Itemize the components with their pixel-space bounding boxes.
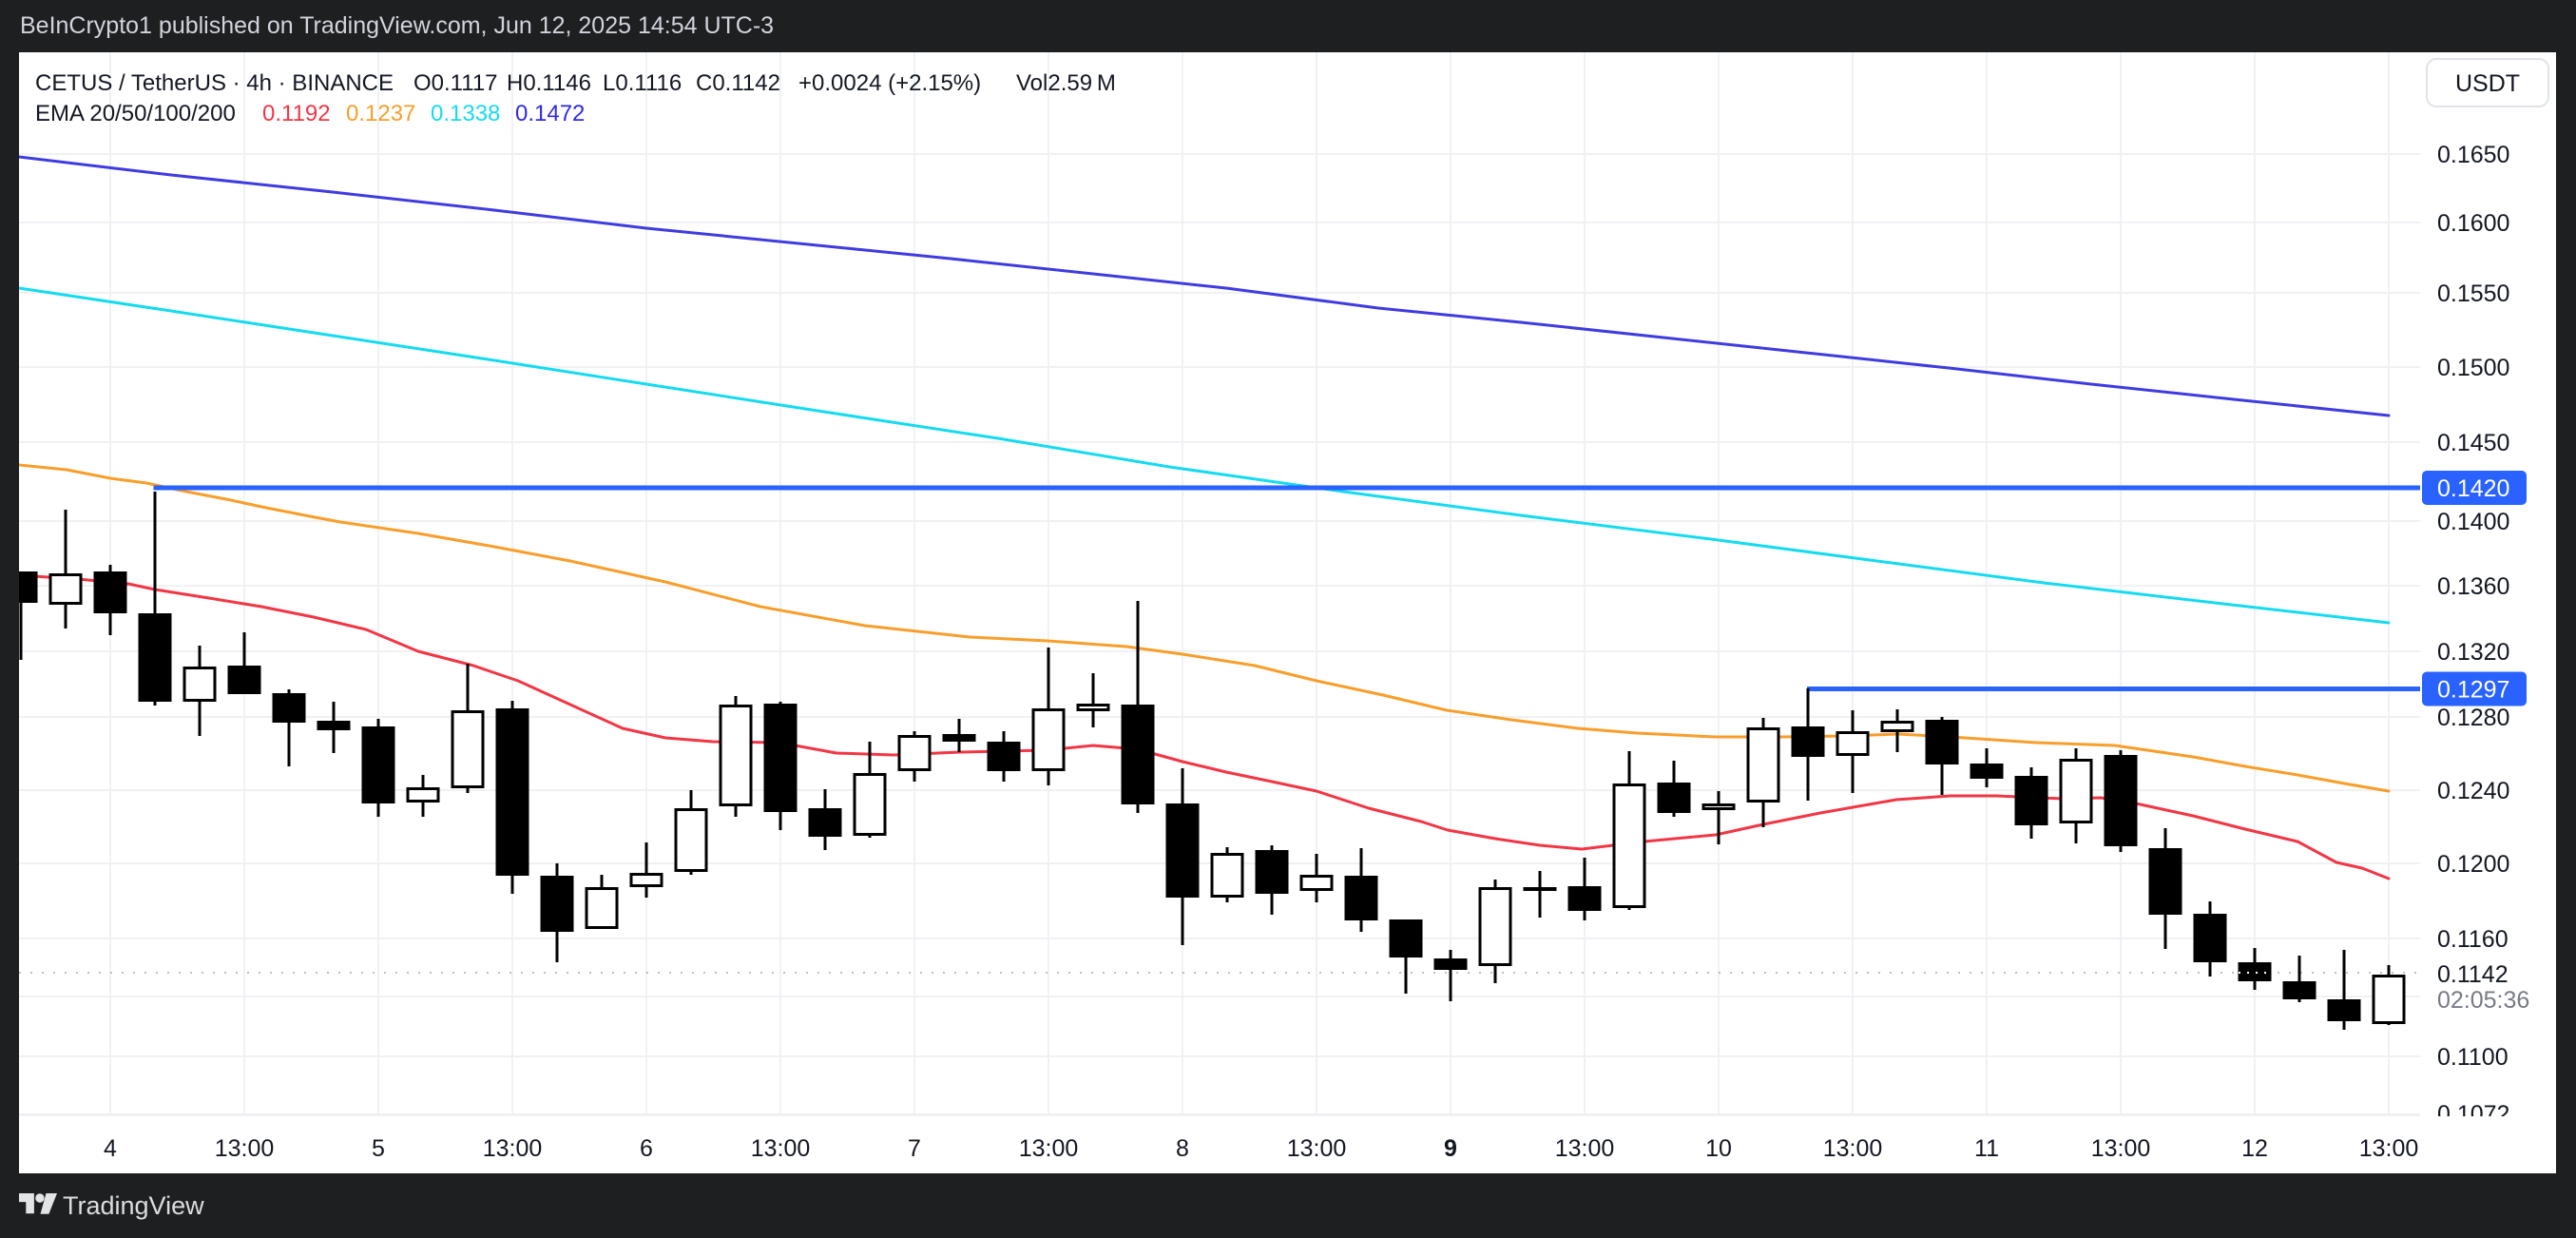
svg-text:0.1320: 0.1320 — [2437, 639, 2509, 666]
svg-text:0.1472: 0.1472 — [515, 101, 585, 126]
svg-text:0.1420: 0.1420 — [2437, 475, 2509, 502]
svg-text:O0.1117: O0.1117 — [413, 70, 498, 96]
svg-text:0.1192: 0.1192 — [262, 101, 331, 126]
svg-text:13:00: 13:00 — [751, 1135, 811, 1162]
svg-text:Vol2.59 M: Vol2.59 M — [1016, 70, 1116, 96]
svg-text:13:00: 13:00 — [1287, 1135, 1347, 1162]
svg-text:0.1500: 0.1500 — [2437, 355, 2509, 381]
svg-text:0.1160: 0.1160 — [2437, 926, 2509, 953]
svg-text:13:00: 13:00 — [215, 1135, 275, 1162]
svg-text:0.1550: 0.1550 — [2437, 280, 2509, 307]
svg-text:0.1100: 0.1100 — [2437, 1044, 2509, 1071]
svg-text:8: 8 — [1176, 1135, 1189, 1162]
svg-text:0.1072: 0.1072 — [2437, 1101, 2509, 1128]
svg-text:13:00: 13:00 — [2359, 1135, 2419, 1162]
svg-text:7: 7 — [908, 1135, 921, 1162]
svg-text:EMA 20/50/100/200: EMA 20/50/100/200 — [35, 101, 236, 126]
svg-text:12: 12 — [2241, 1135, 2268, 1162]
svg-text:0.1338: 0.1338 — [431, 101, 500, 126]
svg-text:0.1650: 0.1650 — [2437, 142, 2509, 168]
svg-text:0.1237: 0.1237 — [346, 101, 415, 126]
svg-text:10: 10 — [1705, 1135, 1732, 1162]
svg-text:13:00: 13:00 — [1019, 1135, 1079, 1162]
svg-text:USDT: USDT — [2455, 70, 2520, 97]
svg-text:CETUS / TetherUS · 4h · BINANC: CETUS / TetherUS · 4h · BINANCE — [35, 70, 394, 96]
svg-text:0.1450: 0.1450 — [2437, 430, 2509, 456]
svg-text:11: 11 — [1974, 1135, 1999, 1162]
svg-text:13:00: 13:00 — [483, 1135, 543, 1162]
svg-text:4: 4 — [104, 1135, 117, 1162]
svg-text:13:00: 13:00 — [1823, 1135, 1883, 1162]
svg-text:0.1297: 0.1297 — [2437, 677, 2509, 704]
svg-text:9: 9 — [1444, 1135, 1457, 1162]
svg-text:H0.1146: H0.1146 — [507, 70, 591, 96]
svg-text:0.1142: 0.1142 — [2437, 961, 2509, 988]
svg-text:6: 6 — [640, 1135, 653, 1162]
svg-text:0.1200: 0.1200 — [2437, 851, 2509, 878]
svg-text:L0.1116: L0.1116 — [603, 70, 682, 96]
svg-text:0.1600: 0.1600 — [2437, 210, 2509, 237]
svg-text:0.1400: 0.1400 — [2437, 509, 2509, 535]
svg-text:13:00: 13:00 — [1555, 1135, 1615, 1162]
svg-text:0.1280: 0.1280 — [2437, 705, 2509, 731]
svg-text:0.1360: 0.1360 — [2437, 573, 2509, 600]
svg-text:13:00: 13:00 — [2091, 1135, 2151, 1162]
svg-text:02:05:36: 02:05:36 — [2437, 987, 2529, 1014]
svg-text:5: 5 — [372, 1135, 385, 1162]
svg-text:+0.0024 (+2.15%): +0.0024 (+2.15%) — [798, 70, 981, 96]
svg-text:C0.1142: C0.1142 — [696, 70, 780, 96]
svg-text:0.1240: 0.1240 — [2437, 778, 2509, 804]
